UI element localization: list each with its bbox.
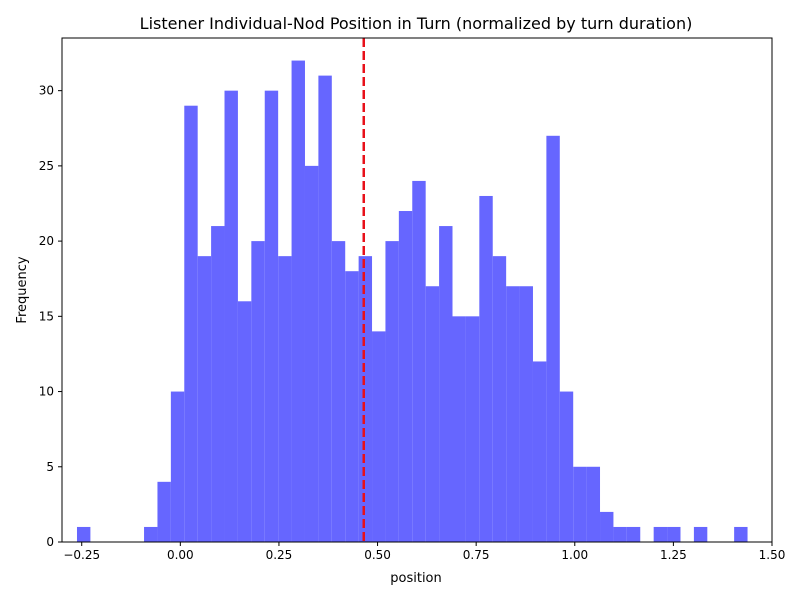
histogram-bar (452, 316, 466, 542)
x-tick-label: −0.25 (63, 548, 100, 562)
histogram-bar (170, 391, 185, 542)
x-tick-label: 0.25 (266, 548, 293, 562)
x-tick-label: 0.00 (167, 548, 194, 562)
y-tick-label: 20 (39, 234, 54, 248)
histogram-bar (439, 226, 453, 543)
chart-title: Listener Individual-Nod Position in Turn… (140, 14, 693, 33)
histogram-bar (385, 241, 399, 542)
histogram-bar (358, 256, 373, 542)
y-axis-ticks: 0 5 10 15 20 25 30 (39, 84, 62, 549)
y-tick-label: 15 (39, 309, 54, 323)
histogram-bar (184, 105, 198, 543)
x-tick-label: 1.25 (660, 548, 687, 562)
x-tick-label: 0.75 (463, 548, 490, 562)
y-tick-label: 0 (46, 535, 54, 549)
histogram-bar (224, 90, 238, 543)
histogram-bar (76, 526, 91, 542)
histogram-bar (398, 211, 413, 542)
x-axis-ticks: −0.25 0.00 0.25 0.50 0.75 1.00 1.25 1.50 (63, 542, 785, 562)
histogram-bar (586, 466, 601, 542)
y-tick-label: 5 (46, 460, 54, 474)
histogram-bar (667, 526, 681, 542)
histogram-bar (157, 481, 171, 542)
histogram-bar (291, 60, 305, 542)
y-tick-label: 10 (39, 385, 54, 399)
histogram-bar (318, 75, 332, 542)
histogram-bar (492, 256, 507, 542)
histogram-bar (331, 241, 346, 542)
x-tick-label: 0.50 (364, 548, 391, 562)
histogram-bar (372, 331, 386, 542)
histogram-bar (693, 526, 708, 542)
histogram-bar (479, 195, 493, 542)
histogram-bar (304, 165, 319, 542)
histogram-bar (211, 226, 225, 543)
y-tick-label: 30 (39, 84, 54, 98)
histogram-bar (237, 301, 252, 542)
histogram-bar (734, 526, 748, 542)
histogram-bar (278, 256, 292, 542)
histogram-bar (197, 256, 212, 542)
histogram-bars (76, 60, 748, 543)
histogram-bar (264, 90, 279, 543)
histogram-bar (546, 135, 560, 542)
histogram-bar (573, 466, 587, 542)
histogram-bar (653, 526, 668, 542)
histogram-bar (613, 526, 627, 542)
histogram-bar (519, 286, 533, 542)
histogram-bar (626, 526, 641, 542)
histogram-bar (600, 511, 614, 542)
histogram-bar (251, 241, 265, 542)
histogram-bar (345, 271, 359, 542)
y-axis-label: Frequency (15, 256, 30, 323)
histogram-bar (506, 286, 520, 542)
histogram-bar (425, 286, 440, 542)
plot-frame (61, 37, 773, 543)
histogram-bar (532, 361, 547, 542)
x-tick-label: 1.50 (759, 548, 786, 562)
x-tick-label: 1.00 (561, 548, 588, 562)
histogram-bar (465, 316, 480, 542)
histogram-bar (144, 526, 158, 542)
histogram-bar (412, 180, 426, 543)
y-tick-label: 25 (39, 159, 54, 173)
x-axis-label: position (390, 571, 442, 586)
histogram-bar (559, 391, 574, 542)
